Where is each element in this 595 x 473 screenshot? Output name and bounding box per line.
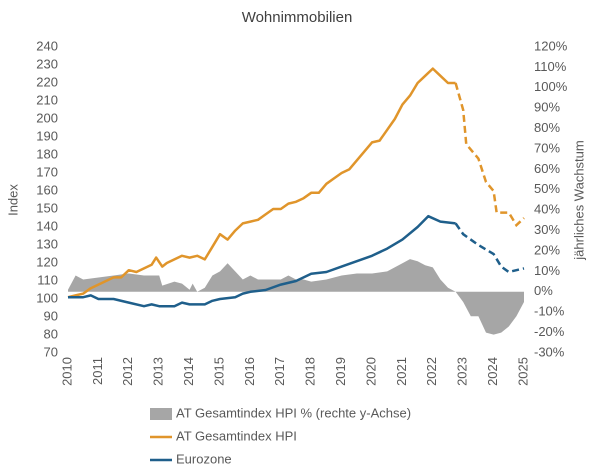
x-tick-label: 2014 — [181, 357, 196, 386]
x-tick-label: 2010 — [59, 357, 74, 386]
x-tick-label: 2012 — [120, 357, 135, 386]
y-tick-label: 180 — [36, 146, 58, 161]
y-tick-label: 110 — [37, 272, 58, 287]
x-tick-label: 2022 — [424, 357, 439, 386]
y-tick-label: 140 — [36, 218, 58, 233]
y2-tick-label: 30% — [534, 222, 560, 237]
y2-tick-label: 110% — [534, 59, 567, 74]
y2-tick-label: 80% — [534, 120, 560, 135]
y2-tick-label: 20% — [534, 242, 560, 257]
y2-tick-label: 60% — [534, 161, 560, 176]
y-tick-label: 190 — [36, 128, 58, 143]
y2-tick-label: -30% — [534, 344, 565, 359]
line — [67, 67, 456, 299]
y2-tick-label: 40% — [534, 202, 560, 217]
y-tick-label: 200 — [36, 110, 58, 125]
y-tick-label: 90 — [44, 308, 58, 323]
y2-tick-label: -20% — [534, 324, 565, 339]
x-tick-label: 2015 — [211, 357, 226, 386]
y2-tick-label: 50% — [534, 181, 560, 196]
y2-tick-label: 10% — [534, 263, 560, 278]
legend-swatch — [150, 408, 172, 420]
x-tick-label: 2011 — [90, 357, 105, 385]
line-dashed — [454, 82, 525, 228]
y-tick-label: 210 — [36, 92, 58, 107]
x-tick-label: 2023 — [455, 357, 470, 386]
x-tick-label: 2013 — [151, 357, 166, 386]
y2-tick-label: 90% — [534, 100, 560, 115]
y-tick-label: 230 — [36, 56, 58, 71]
y2-tick-label: -10% — [534, 304, 565, 319]
y2-tick-label: 0% — [534, 283, 553, 298]
y-tick-label: 240 — [36, 38, 58, 53]
y-tick-label: 130 — [36, 236, 58, 251]
legend-label: Eurozone — [176, 451, 232, 466]
y2-tick-label: 70% — [534, 140, 560, 155]
y-tick-label: 150 — [36, 200, 58, 215]
y-tick-label: 100 — [36, 290, 58, 305]
x-tick-label: 2020 — [363, 357, 378, 386]
y-tick-label: 80 — [44, 326, 58, 341]
y2-tick-label: 120% — [534, 38, 568, 53]
x-tick-label: 2016 — [242, 357, 257, 386]
x-tick-label: 2025 — [515, 357, 530, 386]
line-dashed — [454, 222, 525, 274]
y-axis-label: Index — [5, 184, 20, 216]
area — [68, 259, 524, 335]
y2-tick-label: 100% — [534, 79, 568, 94]
x-tick-label: 2017 — [272, 357, 287, 386]
y-tick-label: 220 — [36, 74, 58, 89]
chart-title: Wohnimmobilien — [242, 9, 353, 26]
y2-axis-label: jährliches Wachstum — [571, 140, 586, 260]
x-tick-label: 2018 — [303, 357, 318, 386]
y-tick-label: 170 — [36, 164, 58, 179]
legend-label: AT Gesamtindex HPI % (rechte y-Achse) — [176, 405, 411, 420]
y-tick-label: 70 — [44, 344, 58, 359]
x-tick-label: 2021 — [394, 357, 409, 386]
y-tick-label: 160 — [36, 182, 58, 197]
x-tick-label: 2024 — [485, 357, 500, 386]
x-tick-label: 2019 — [333, 357, 348, 386]
line — [68, 214, 456, 308]
legend-label: AT Gesamtindex HPI — [176, 428, 297, 443]
y-tick-label: 120 — [36, 254, 58, 269]
